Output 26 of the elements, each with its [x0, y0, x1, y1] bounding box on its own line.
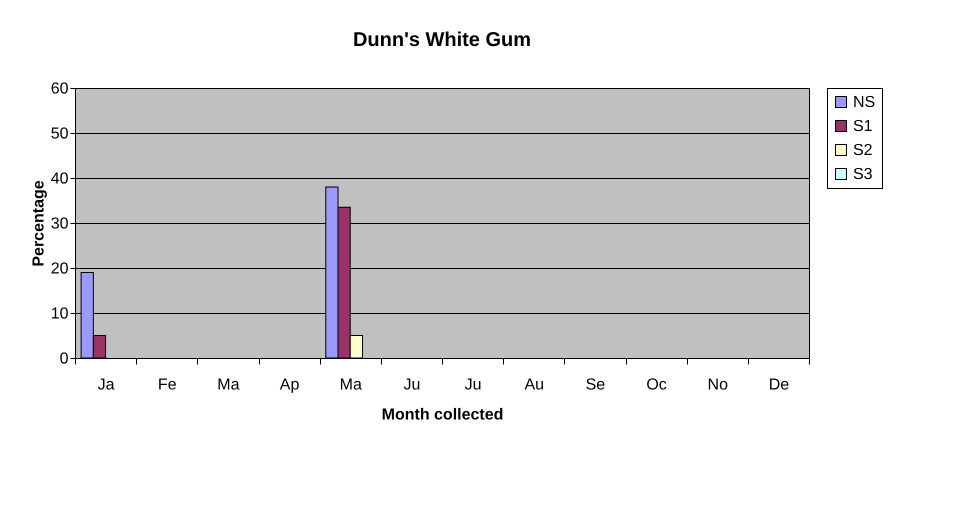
y-tick-label: 40 — [50, 170, 69, 188]
y-tick-label: 0 — [60, 350, 69, 368]
x-tick-label: Au — [524, 376, 544, 394]
legend-label: S3 — [853, 166, 873, 183]
y-tick-label: 60 — [50, 80, 69, 98]
chart-title: Dunn's White Gum — [352, 29, 532, 51]
y-tick-label: 30 — [50, 216, 69, 232]
x-tick-label: Ju — [464, 376, 482, 394]
x-tick-label: Se — [586, 376, 606, 394]
legend-label: NS — [853, 94, 876, 111]
x-axis-title: Month collected — [382, 406, 504, 424]
y-tick-label: 20 — [50, 260, 69, 278]
y-axis-title: Percentage — [30, 180, 48, 267]
legend-label: S2 — [853, 142, 873, 159]
x-tick-label: Ja — [98, 376, 115, 394]
x-tick-label: No — [708, 376, 728, 394]
y-tick-label: 10 — [50, 306, 69, 322]
y-tick-label: 50 — [50, 126, 69, 142]
x-tick-label: Fe — [158, 376, 177, 394]
x-tick-label: Ap — [280, 376, 300, 394]
x-tick-label: Ma — [340, 376, 362, 394]
x-tick-label: Ju — [403, 376, 420, 394]
x-tick-label: Oc — [646, 376, 667, 394]
x-tick-label: Ma — [217, 376, 240, 394]
legend-label: S1 — [853, 118, 873, 135]
x-tick-label: De — [768, 376, 790, 394]
